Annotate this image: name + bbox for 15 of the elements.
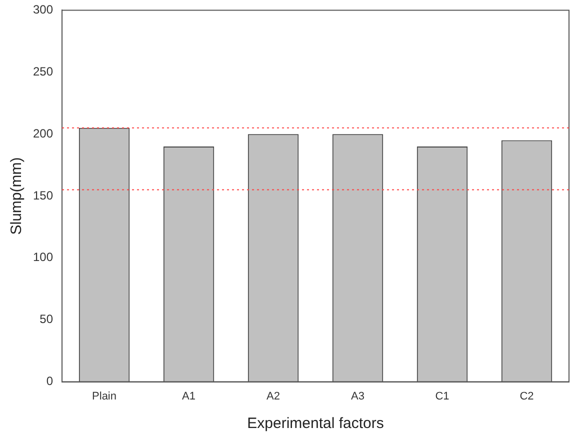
x-tick-label: A2: [266, 390, 280, 402]
y-tick-label: 150: [32, 188, 54, 202]
y-axis-title: Slump(mm): [8, 157, 26, 235]
x-tick-label: A3: [351, 390, 364, 402]
x-tick-label: A1: [182, 390, 196, 402]
y-tick-label: 50: [40, 312, 54, 326]
y-tick-label: 100: [32, 250, 54, 264]
y-tick-label: 250: [32, 64, 54, 78]
x-tick-label: C1: [435, 390, 450, 402]
y-tick-label: 300: [32, 2, 54, 17]
x-tick-label: Plain: [92, 390, 117, 402]
x-axis-title: Experimental factors: [247, 415, 384, 432]
y-tick-label: 200: [32, 126, 54, 140]
x-tick-label: C2: [520, 390, 534, 402]
y-tick-label: 0: [46, 374, 54, 388]
